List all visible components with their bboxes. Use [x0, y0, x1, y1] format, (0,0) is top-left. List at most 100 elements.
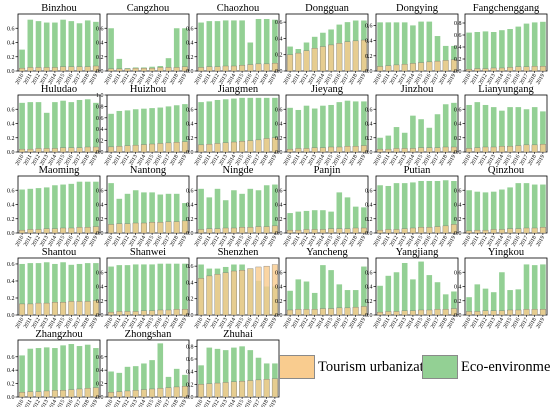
y-tick-label: 0.0 — [365, 231, 373, 237]
bar-tourism-urbanization — [108, 68, 115, 72]
bar-eco-environment — [320, 265, 326, 315]
panel-panjin: Panjin0.00.20.40.62010201120122013201420… — [275, 165, 369, 248]
x-tick-label: 2013 — [307, 73, 318, 86]
bar-eco-environment — [377, 137, 383, 152]
chart-title: Shanwei — [130, 247, 166, 258]
x-tick-label: 2017 — [340, 317, 351, 330]
bar-tourism-urbanization — [295, 52, 302, 72]
bar-tourism-urbanization — [319, 229, 326, 234]
bar-tourism-urbanization — [19, 148, 26, 153]
bar-eco-environment — [157, 194, 164, 233]
panel-qinzhou: Qinzhou0.00.20.40.6201020112012201320142… — [454, 165, 548, 248]
x-tick-label: 2018 — [527, 235, 538, 248]
bar-eco-environment — [247, 188, 254, 233]
bar-tourism-urbanization — [116, 68, 123, 72]
bar-eco-environment — [19, 263, 25, 315]
bar-eco-environment — [52, 348, 58, 397]
y-tick-label: 0.4 — [365, 203, 373, 209]
x-tick-label: 2010 — [462, 317, 473, 330]
x-tick-label: 2019 — [535, 235, 546, 248]
bar-tourism-urbanization — [149, 388, 156, 398]
x-tick-label: 2016 — [153, 399, 164, 407]
x-tick-label: 2010 — [104, 399, 115, 407]
y-tick-label: 0.6 — [96, 26, 104, 32]
bar-tourism-urbanization — [295, 309, 302, 316]
bar-tourism-urbanization — [442, 146, 449, 153]
bar-eco-environment — [295, 279, 302, 315]
x-tick-label: 2013 — [218, 154, 229, 167]
bar-eco-environment — [474, 284, 481, 315]
panel-zhongshan: Zhongshan0.00.20.40.62010201120122013201… — [96, 329, 190, 407]
bar-tourism-urbanization — [352, 146, 359, 153]
y-tick-label: 0.0 — [454, 69, 462, 75]
panel-huizhou: Huizhou0.00.20.40.60.81.0201020112012201… — [96, 84, 190, 167]
y-tick-label: 0.2 — [186, 55, 194, 61]
bar-eco-environment — [418, 180, 424, 233]
bar-eco-environment — [124, 366, 131, 397]
bar-eco-environment — [410, 279, 416, 315]
bar-eco-environment — [149, 192, 155, 233]
bar-tourism-urbanization — [165, 221, 172, 234]
bar-tourism-urbanization — [43, 302, 50, 316]
bar-eco-environment — [116, 110, 123, 152]
bar-tourism-urbanization — [116, 391, 123, 398]
x-tick-label: 2011 — [470, 73, 481, 86]
y-tick-label: 0.2 — [96, 382, 104, 388]
bar-eco-environment — [401, 22, 408, 71]
bar-tourism-urbanization — [140, 389, 147, 398]
x-tick-label: 2011 — [23, 73, 34, 86]
bar-tourism-urbanization — [531, 66, 538, 72]
x-tick-label: 2017 — [72, 154, 83, 167]
x-tick-label: 2012 — [120, 73, 131, 86]
bar-tourism-urbanization — [239, 270, 246, 316]
x-tick-label: 2013 — [486, 317, 497, 330]
bar-tourism-urbanization — [426, 61, 433, 72]
y-tick-label: 0.2 — [365, 136, 373, 142]
bar-eco-environment — [451, 180, 457, 233]
bar-tourism-urbanization — [43, 390, 50, 398]
bar-eco-environment — [173, 105, 180, 152]
x-tick-label: 2016 — [64, 73, 75, 86]
bar-eco-environment — [531, 265, 538, 315]
y-tick-label: 0.2 — [186, 136, 194, 142]
bar-tourism-urbanization — [149, 67, 156, 72]
x-tick-label: 2017 — [161, 73, 172, 86]
bar-tourism-urbanization — [60, 390, 67, 398]
chart-title: Nantong — [130, 165, 167, 176]
bar-eco-environment — [214, 348, 221, 397]
bar-tourism-urbanization — [222, 142, 229, 153]
bar-tourism-urbanization — [515, 66, 522, 72]
bar-tourism-urbanization — [140, 310, 147, 316]
x-tick-label: 2018 — [259, 73, 270, 86]
bar-eco-environment — [490, 191, 497, 233]
bar-eco-environment — [418, 261, 424, 315]
bar-tourism-urbanization — [328, 146, 335, 153]
x-tick-label: 2019 — [177, 154, 188, 167]
bar-tourism-urbanization — [68, 227, 75, 234]
bar-eco-environment — [328, 211, 334, 233]
bar-tourism-urbanization — [466, 230, 473, 234]
y-tick-label: 0.2 — [7, 382, 15, 388]
bar-tourism-urbanization — [124, 68, 131, 72]
bar-eco-environment — [451, 291, 457, 315]
x-tick-label: 2012 — [31, 235, 42, 248]
bar-eco-environment — [43, 112, 50, 152]
bar-tourism-urbanization — [442, 225, 449, 234]
x-tick-label: 2017 — [72, 235, 83, 248]
x-tick-label: 2015 — [503, 73, 514, 86]
bar-tourism-urbanization — [124, 145, 131, 153]
bar-tourism-urbanization — [474, 68, 481, 72]
panel-jinzhou: Jinzhou0.00.20.40.6201020112012201320142… — [365, 84, 459, 167]
bar-tourism-urbanization — [60, 147, 67, 153]
bar-eco-environment — [239, 20, 245, 72]
bar-eco-environment — [295, 109, 302, 152]
bar-tourism-urbanization — [498, 310, 505, 316]
panel-huludao: Huludao0.00.20.40.6201020112012201320142… — [7, 84, 101, 167]
x-tick-label: 2014 — [226, 317, 237, 330]
bar-tourism-urbanization — [539, 66, 546, 72]
bar-eco-environment — [361, 266, 367, 315]
x-tick-label: 2012 — [210, 235, 221, 248]
bar-tourism-urbanization — [247, 227, 254, 234]
bar-tourism-urbanization — [35, 148, 42, 153]
bar-eco-environment — [393, 22, 400, 71]
